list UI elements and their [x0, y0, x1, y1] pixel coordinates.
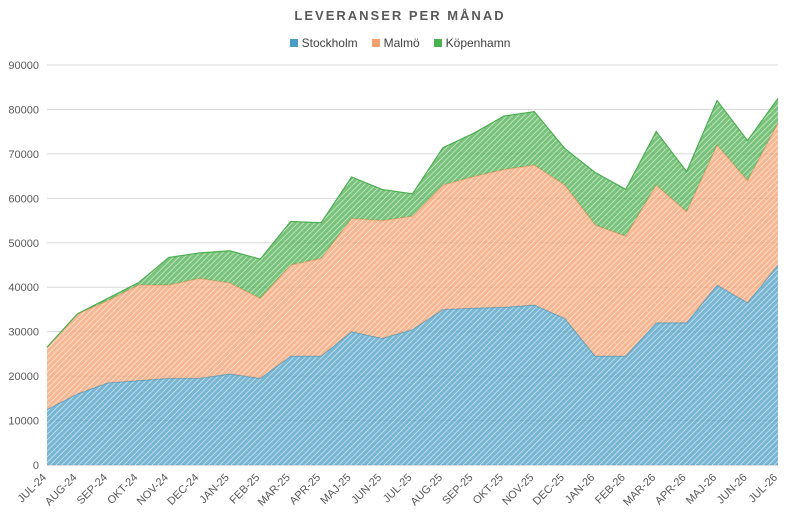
x-tick-label: DEC-25 [531, 472, 567, 508]
x-tick-label: DEC-24 [165, 472, 201, 508]
x-tick-label: NOV-24 [135, 472, 171, 508]
y-tick-label: 10000 [8, 416, 39, 428]
x-tick-label: MAJ-25 [318, 472, 353, 507]
x-tick-label: APR-25 [288, 472, 324, 508]
x-tick-label: MAR-25 [256, 472, 293, 509]
y-tick-label: 70000 [8, 149, 39, 161]
x-tick-label: JUN-25 [349, 472, 384, 507]
x-tick-label: JAN-25 [197, 472, 231, 506]
x-tick-label: JUN-26 [715, 472, 750, 507]
chart-title: LEVERANSER PER MÅNAD [294, 8, 506, 23]
x-tick-label: APR-26 [653, 472, 689, 508]
x-tick-label: NOV-25 [500, 472, 536, 508]
legend-swatch-0 [289, 39, 298, 47]
legend-swatch-2 [433, 39, 442, 47]
legend-label-0: Stockholm [301, 36, 358, 50]
area-series-2 [47, 98, 778, 348]
legend-swatch-1 [371, 39, 380, 47]
x-tick-label: MAR-26 [621, 472, 658, 509]
y-tick-label: 20000 [8, 371, 39, 383]
legend-label-2: Köpenhamn [445, 36, 511, 50]
x-tick-label: SEP-25 [440, 472, 475, 507]
legend-item-0: Stockholm [289, 36, 358, 50]
legend-label-1: Malmö [383, 36, 420, 50]
area-series-1 [47, 122, 778, 410]
x-tick-label: OKT-25 [471, 472, 506, 507]
y-tick-label: 80000 [8, 104, 39, 116]
x-tick-label: JAN-26 [563, 472, 597, 506]
legend-item-2: Köpenhamn [433, 36, 511, 50]
x-tick-label: AUG-24 [43, 472, 80, 509]
x-tick-label: JUL-26 [747, 472, 781, 506]
x-tick-label: OKT-24 [105, 472, 140, 507]
legend-item-1: Malmö [371, 36, 420, 50]
y-tick-label: 60000 [8, 193, 39, 205]
legend: Stockholm Malmö Köpenhamn [0, 36, 800, 50]
area-series-0 [47, 265, 778, 465]
y-tick-label: 90000 [8, 60, 39, 72]
y-tick-label: 40000 [8, 282, 39, 294]
x-tick-label: AUG-25 [408, 472, 445, 509]
y-tick-label: 50000 [8, 238, 39, 250]
y-tick-label: 0 [33, 460, 39, 472]
y-tick-label: 30000 [8, 327, 39, 339]
x-tick-label: SEP-24 [75, 472, 110, 507]
x-tick-label: MAJ-26 [684, 472, 719, 507]
